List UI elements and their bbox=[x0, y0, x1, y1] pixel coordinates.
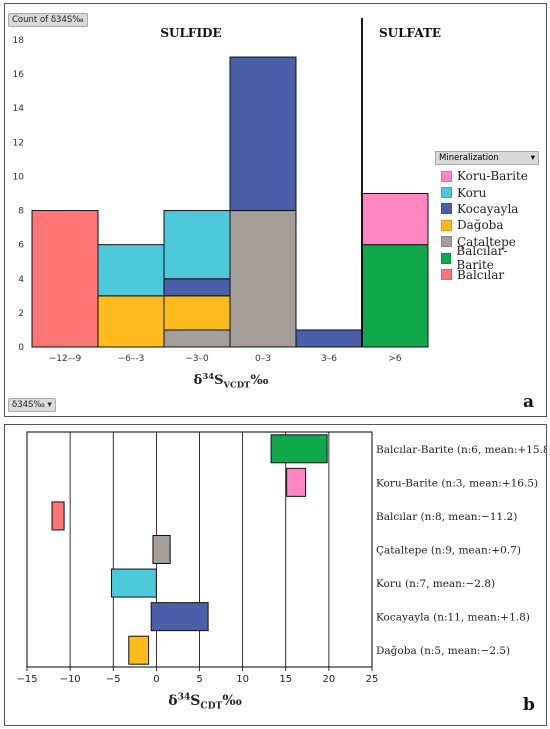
x-axis-title: δ34SVCDT‰ bbox=[194, 371, 269, 389]
range-bar bbox=[51, 501, 65, 531]
range-bar bbox=[286, 467, 307, 497]
bar-segment bbox=[97, 244, 165, 297]
dropdown-arrow-icon: ▾ bbox=[47, 400, 52, 410]
range-bar bbox=[150, 602, 209, 632]
legend-item: Balcılar-Barite bbox=[441, 244, 539, 272]
legend-label: Çataltepe bbox=[457, 234, 516, 249]
legend-swatch bbox=[441, 219, 452, 231]
legend-swatch bbox=[441, 252, 452, 264]
bar-segment bbox=[361, 244, 429, 348]
row-label: Çataltepe (n:9, mean:+0.7) bbox=[376, 545, 521, 557]
histogram-panel: Count of δ34S‰ 0 2 4 6 8 10 12 14 16 18 −12–-9 −6–-… bbox=[4, 3, 547, 417]
y-tick-label: 10 bbox=[13, 172, 25, 182]
row-label: Balcılar (n:8, mean:−11.2) bbox=[376, 511, 517, 523]
x-tick-label: 0 bbox=[153, 674, 159, 685]
legend-label: Koru bbox=[457, 185, 487, 200]
range-chart: −15 −10 −5 0 5 10 15 20 25 Balcılar-Barite (n:6, … bbox=[16, 431, 546, 712]
legend-swatch bbox=[441, 170, 452, 182]
legend-label: Dağoba bbox=[457, 218, 504, 233]
legend-item: Koru-Barite bbox=[441, 168, 539, 184]
legend-label: Balcılar bbox=[457, 267, 505, 282]
y-tick-label: 16 bbox=[13, 70, 25, 80]
bar-segment bbox=[295, 329, 363, 348]
bar-segment bbox=[163, 278, 231, 297]
legend-item: Kocayayla bbox=[441, 201, 539, 217]
bar-segment bbox=[97, 295, 165, 348]
range-bar bbox=[111, 568, 157, 598]
bar-segment bbox=[229, 210, 297, 348]
bar-segment bbox=[163, 210, 231, 280]
bar-segment bbox=[163, 329, 231, 348]
row-label: Koru-Barite (n:3, mean:+16.5) bbox=[376, 477, 538, 489]
x-tick-label: −12–-9 bbox=[49, 354, 82, 364]
x-axis-title: δ34SCDT‰ bbox=[168, 691, 242, 711]
x-tick-label: 20 bbox=[323, 674, 336, 685]
x-tick-label: 5 bbox=[196, 674, 202, 685]
sulfate-label: SULFATE bbox=[379, 26, 441, 40]
sulfide-label: SULFIDE bbox=[160, 26, 221, 40]
bar-segment bbox=[31, 210, 99, 348]
histogram-chart: 0 2 4 6 8 10 12 14 16 18 −12–-9 −6–-3 −3–0 0–3 3–6 >6 SU… bbox=[13, 18, 441, 389]
y-tick-label: 4 bbox=[18, 275, 24, 285]
legend-swatch bbox=[441, 187, 452, 199]
range-panel: −15 −10 −5 0 5 10 15 20 25 Balcılar-Barite (n:6, … bbox=[4, 424, 547, 726]
y-tick-label: 8 bbox=[18, 207, 24, 217]
x-tick-label: 25 bbox=[366, 674, 379, 685]
legend-filter-button[interactable]: Mineralization ▾ bbox=[435, 151, 539, 165]
value-field-button[interactable]: Count of δ34S‰ bbox=[8, 13, 88, 27]
row-label: Koru (n:7, mean:−2.8) bbox=[376, 578, 495, 590]
y-tick-label: 0 bbox=[18, 343, 24, 353]
legend-swatch bbox=[441, 269, 452, 281]
row-label: Balcılar-Barite (n:6, mean:+15.8) bbox=[376, 444, 546, 456]
x-tick-label: −5 bbox=[106, 674, 121, 685]
panel-letter-b: b bbox=[523, 695, 535, 715]
value-field-label: Count of δ34S‰ bbox=[12, 15, 84, 25]
y-tick-label: 12 bbox=[13, 138, 24, 148]
x-tick-label: 0–3 bbox=[255, 354, 271, 364]
x-tick-label: 15 bbox=[279, 674, 292, 685]
x-tick-label: −3–0 bbox=[185, 354, 209, 364]
x-tick-label: −10 bbox=[60, 674, 81, 685]
axis-field-button[interactable]: δ34S‰ ▾ bbox=[8, 398, 56, 412]
row-label: Kocayayla (n:11, mean:+1.8) bbox=[376, 612, 530, 624]
panel-letter-a: a bbox=[523, 392, 535, 412]
x-tick-label: 10 bbox=[236, 674, 249, 685]
legend-title: Mineralization bbox=[439, 153, 499, 163]
range-bar bbox=[128, 635, 150, 665]
legend-label: Koru-Barite bbox=[457, 169, 528, 184]
bar-segment bbox=[163, 295, 231, 331]
legend-item: Koru bbox=[441, 184, 539, 200]
legend: Mineralization ▾ Koru-Barite Koru Kocayayl… bbox=[435, 151, 539, 283]
legend-label: Balcılar-Barite bbox=[456, 244, 508, 273]
legend-item: Dağoba bbox=[441, 217, 539, 233]
legend-swatch bbox=[441, 236, 452, 248]
dropdown-arrow-icon: ▾ bbox=[530, 153, 535, 163]
range-bar bbox=[152, 535, 171, 564]
legend-item: Çataltepe bbox=[441, 234, 539, 250]
legend-label: Kocayayla bbox=[457, 201, 519, 216]
bar-segment bbox=[361, 193, 429, 246]
y-tick-label: 6 bbox=[18, 241, 24, 251]
y-tick-label: 18 bbox=[13, 36, 25, 46]
range-bar bbox=[270, 434, 328, 464]
x-tick-label: −6–-3 bbox=[118, 354, 145, 364]
legend-swatch bbox=[441, 203, 452, 215]
y-tick-label: 14 bbox=[13, 104, 25, 114]
row-label: Dağoba (n:5, mean:−2.5) bbox=[376, 644, 510, 657]
x-tick-label: 3–6 bbox=[321, 354, 337, 364]
y-tick-label: 2 bbox=[18, 309, 24, 319]
x-tick-label: −15 bbox=[16, 674, 37, 685]
x-tick-label: >6 bbox=[388, 354, 402, 364]
axis-field-label: δ34S‰ bbox=[12, 400, 45, 410]
legend-item: Balcılar bbox=[441, 266, 539, 282]
bar-segment bbox=[229, 56, 297, 212]
